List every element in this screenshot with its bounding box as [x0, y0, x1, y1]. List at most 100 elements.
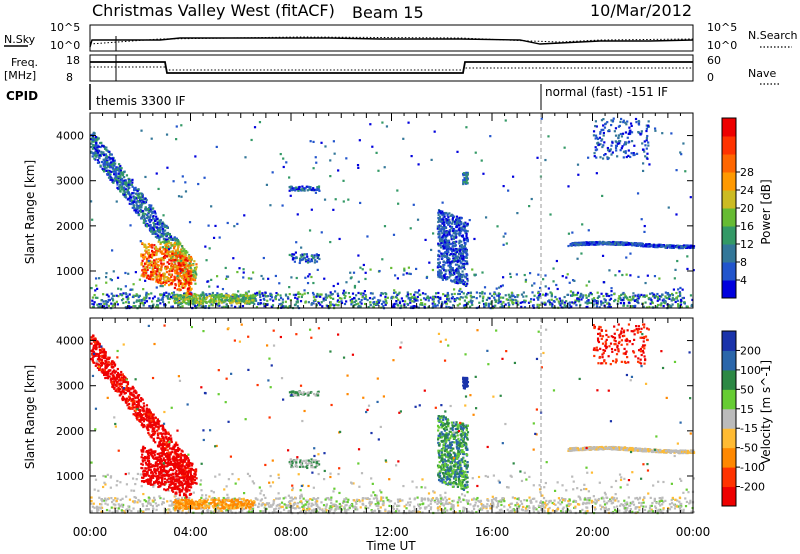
scatter-point [585, 296, 588, 299]
scatter-point [157, 503, 160, 507]
scatter-point [174, 253, 177, 256]
scatter-point [502, 235, 505, 238]
scatter-point [290, 188, 293, 191]
scatter-point [180, 250, 184, 253]
scatter-point [314, 156, 317, 159]
scatter-point [590, 243, 593, 246]
scatter-point [305, 185, 308, 188]
scatter-point [284, 294, 288, 297]
scatter-point [455, 220, 458, 223]
scatter-point [379, 294, 382, 297]
scatter-point [139, 192, 142, 195]
scatter-point [515, 301, 518, 305]
scatter-point [464, 248, 467, 251]
scatter-point [188, 292, 191, 295]
scatter-point [512, 294, 515, 297]
scatter-point [398, 300, 402, 303]
scatter-point [290, 185, 293, 188]
scatter-point [624, 121, 627, 124]
scatter-point [153, 219, 157, 223]
scatter-point [312, 299, 316, 303]
scatter-point [122, 192, 125, 195]
scatter-point [297, 291, 300, 294]
scatter-point [308, 260, 312, 263]
scatter-point [172, 247, 176, 250]
scatter-point [319, 295, 322, 298]
scatter-point [128, 180, 131, 183]
scatter-point [141, 273, 144, 276]
scatter-point [104, 167, 107, 170]
scatter-point [689, 294, 693, 297]
scatter-point [633, 299, 637, 303]
scatter-point [637, 244, 640, 247]
scatter-point [598, 136, 601, 139]
scatter-point [92, 305, 95, 309]
scatter-point [329, 296, 332, 299]
scatter-point [115, 294, 118, 297]
scatter-point [414, 299, 417, 302]
scatter-point [310, 258, 313, 261]
scatter-point [467, 499, 470, 502]
scatter-point [175, 295, 178, 298]
scatter-point [313, 188, 316, 191]
scatter-point [163, 279, 166, 282]
scatter-point [111, 162, 114, 166]
scatter-point [119, 190, 122, 193]
scatter-point [188, 281, 191, 284]
scatter-point [453, 280, 456, 284]
scatter-point [317, 254, 320, 257]
y-tick-label: 1000 [56, 265, 84, 278]
scatter-point [462, 181, 466, 184]
scatter-point [580, 293, 583, 296]
scatter-point [134, 305, 137, 308]
scatter-point [99, 145, 102, 149]
scatter-point [463, 177, 466, 180]
scatter-point [192, 299, 195, 302]
scatter-point [179, 288, 182, 291]
scatter-point [466, 277, 469, 280]
scatter-point [454, 269, 458, 272]
scatter-point [114, 177, 118, 181]
scatter-point [448, 242, 451, 246]
scatter-point [458, 259, 462, 262]
scatter-point [679, 151, 682, 154]
scatter-point [142, 275, 145, 278]
scatter-point [432, 298, 435, 301]
scatter-point [169, 273, 172, 276]
scatter-point [336, 299, 340, 302]
scatter-point [304, 300, 307, 303]
scatter-point [592, 243, 596, 246]
scatter-point [199, 295, 202, 299]
scatter-point [562, 506, 565, 509]
scatter-point [571, 292, 575, 295]
scatter-point [145, 291, 148, 294]
scatter-point [221, 306, 224, 309]
scatter-point [142, 219, 146, 222]
scatter-point [278, 298, 281, 301]
scatter-point [182, 263, 185, 266]
scatter-point [551, 303, 554, 306]
scatter-point [443, 231, 446, 234]
scatter-point [453, 292, 456, 296]
scatter-point [613, 130, 616, 133]
scatter-point [192, 295, 195, 298]
scatter-point [603, 154, 606, 157]
scatter-point [149, 273, 153, 276]
scatter-point [94, 158, 97, 161]
scatter-point [463, 238, 466, 242]
scatter-point [631, 305, 634, 308]
scatter-point [453, 253, 457, 256]
scatter-point [127, 177, 130, 180]
scatter-point [504, 232, 507, 235]
scatter-point [450, 225, 454, 229]
scatter-point [161, 297, 164, 300]
scatter-point [636, 511, 639, 514]
scatter-point [119, 176, 122, 179]
scatter-point [102, 168, 105, 172]
scatter-point [403, 269, 406, 272]
colorbar-swatch [722, 208, 736, 227]
scatter-point [159, 302, 162, 305]
scatter-point [606, 121, 609, 124]
scatter-point [496, 225, 499, 228]
scatter-point [280, 304, 283, 307]
